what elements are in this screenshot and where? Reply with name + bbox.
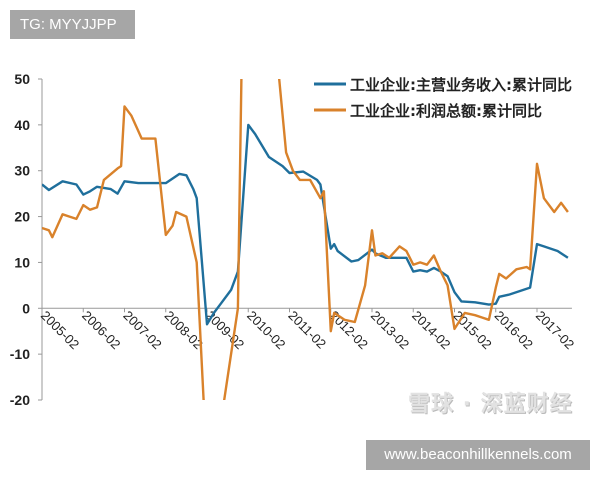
x-tick-label: 2016-02: [492, 308, 536, 352]
x-tick-label: 2007-02: [120, 308, 164, 352]
x-tick-label: 2010-02: [244, 308, 288, 352]
x-tick-label: 2006-02: [79, 308, 123, 352]
legend-label: 工业企业:利润总额:累计同比: [350, 102, 542, 120]
y-tick-label: 30: [14, 163, 30, 179]
y-tick-label: 50: [14, 71, 30, 87]
series-line-2: [42, 79, 569, 400]
y-tick-label: -20: [10, 392, 30, 408]
watermark-logo-text: 雪球 · 深蓝财经: [408, 392, 573, 417]
x-tick-label: 2014-02: [409, 308, 453, 352]
x-axis: 2005-022006-022007-022008-022009-022010-…: [38, 307, 577, 352]
y-tick-label: 10: [14, 254, 30, 270]
series-line-1: [42, 123, 569, 326]
y-tick-label: -10: [10, 346, 30, 362]
x-tick-label: 2009-02: [203, 308, 247, 352]
x-tick-label: 2005-02: [38, 308, 82, 352]
x-tick-label: 2017-02: [533, 308, 577, 352]
y-axis: 50 40 30 20 10 0 -10 -20: [10, 71, 43, 408]
y-tick-label: 20: [14, 209, 30, 225]
x-tick-label: 2013-02: [368, 308, 412, 352]
legend-label: 工业企业:主营业务收入:累计同比: [350, 76, 572, 94]
series-lines: [42, 79, 569, 400]
x-tick-label: 2011-02: [285, 308, 329, 352]
y-tick-label: 40: [14, 117, 30, 133]
watermark-top: TG: MYYJJPP: [10, 10, 135, 39]
watermark-bottom: www.beaconhillkennels.com: [366, 440, 590, 470]
watermark-logo: 雪球 · 深蓝财经: [408, 386, 573, 418]
y-tick-label: 0: [22, 300, 30, 316]
